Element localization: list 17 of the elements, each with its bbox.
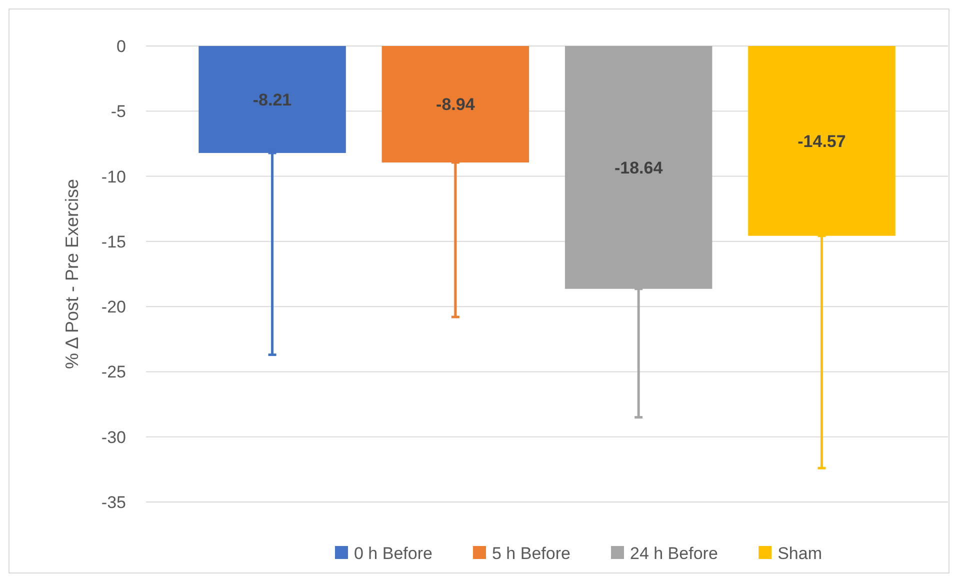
legend-label: 0 h Before: [354, 544, 432, 563]
legend-label: 5 h Before: [492, 544, 570, 563]
y-axis-title: % Δ Post - Pre Exercise: [62, 178, 82, 370]
legend-label: 24 h Before: [630, 544, 718, 563]
data-label: -8.21: [252, 90, 292, 110]
data-label: -18.64: [614, 158, 664, 178]
y-tick-label: -25: [101, 362, 126, 382]
y-tick-label: -15: [101, 232, 126, 252]
y-tick-label: -10: [101, 167, 126, 186]
y-tick-label: -5: [110, 102, 126, 122]
y-tick-label: -35: [101, 493, 126, 512]
y-tick-label: 0: [116, 37, 126, 56]
legend-label: Sham: [778, 544, 822, 563]
data-label: -14.57: [798, 132, 846, 151]
y-tick-label: -30: [101, 428, 126, 447]
y-tick-label: -20: [101, 298, 126, 317]
data-label: -8.94: [436, 95, 476, 114]
